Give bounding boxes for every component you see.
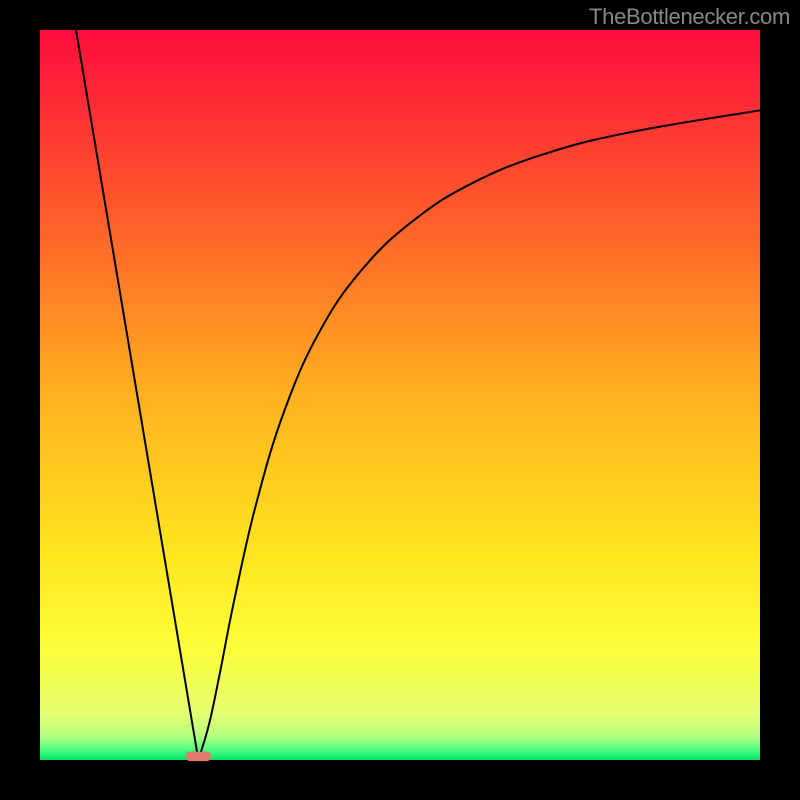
chart-container: TheBottlenecker.com bbox=[0, 0, 800, 800]
minimum-marker bbox=[186, 752, 211, 761]
watermark-text: TheBottlenecker.com bbox=[589, 4, 790, 30]
plot-area bbox=[40, 30, 760, 760]
chart-svg bbox=[0, 0, 800, 800]
